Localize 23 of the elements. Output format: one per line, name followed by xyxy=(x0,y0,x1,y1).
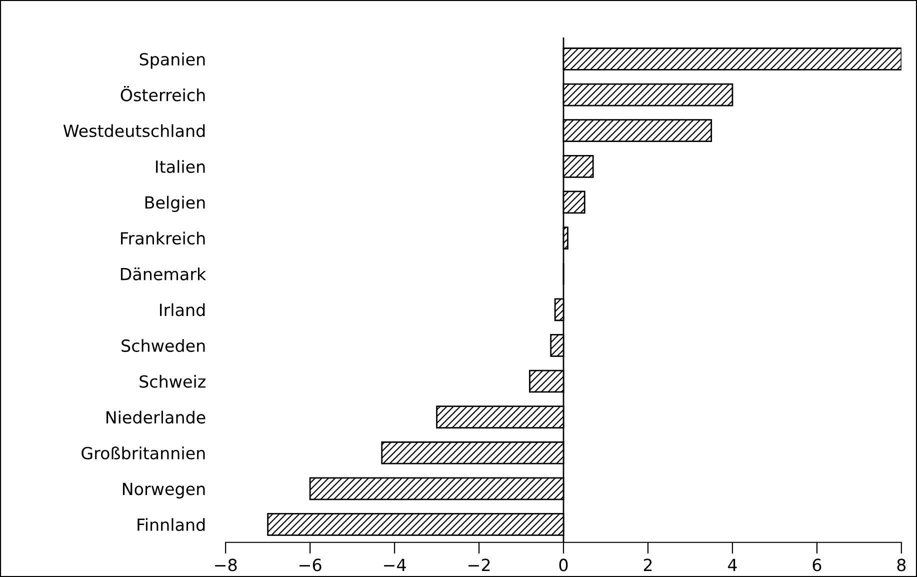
x-tick-label: 4 xyxy=(728,558,737,572)
y-tick-label: Schweiz xyxy=(140,374,206,388)
y-tick-label: Schweden xyxy=(122,339,205,352)
x-tick-label: 2 xyxy=(644,558,652,572)
y-tick-label: Westdeutschland xyxy=(63,124,205,138)
x-tick-label: −8 xyxy=(215,558,237,572)
x-tick-label: 0 xyxy=(559,558,568,572)
y-tick-label: Irland xyxy=(160,303,205,316)
y-tick-label: Niederlande xyxy=(106,410,206,424)
y-tick-label: Österreich xyxy=(120,86,205,102)
x-tick-label: −6 xyxy=(300,558,322,572)
y-tick-label: Großbritannien xyxy=(82,446,205,460)
x-tick-label: 8 xyxy=(897,558,906,572)
x-tick-label: 6 xyxy=(812,558,822,572)
y-tick-label: Norwegen xyxy=(122,482,205,498)
y-tick-label: Belgien xyxy=(145,196,205,212)
x-tick-label: −2 xyxy=(468,558,490,572)
y-tick-label: Spanien xyxy=(140,52,205,69)
y-tick-label: Finnland xyxy=(138,518,205,532)
y-tick-label: Frankreich xyxy=(121,232,205,245)
x-tick-label: −4 xyxy=(384,558,406,572)
y-tick-label: Italien xyxy=(156,160,205,173)
y-tick-label: Dänemark xyxy=(120,267,206,280)
